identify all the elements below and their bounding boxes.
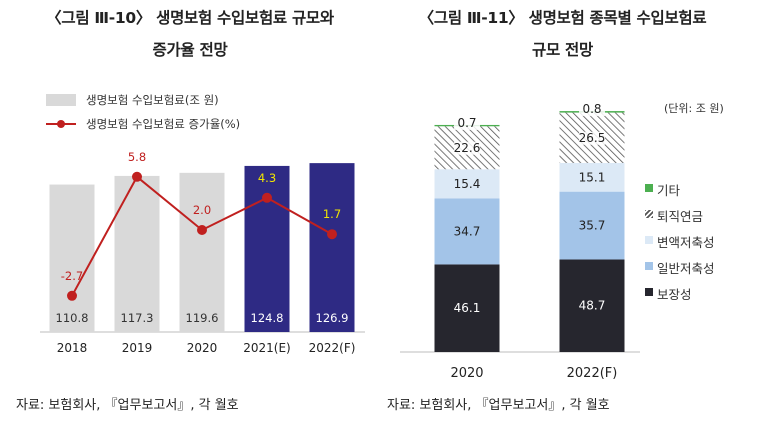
segment-보장성 <box>434 264 500 352</box>
bar-2019 <box>114 175 160 332</box>
growth-value-label: 5.8 <box>128 150 146 164</box>
legend-label: 변액저축성 <box>657 235 715 250</box>
left-legend: 생명보험 수입보험료(조 원) 생명보험 수입보험료 증가율(%) <box>46 88 346 138</box>
growth-value-label: 1.7 <box>323 207 341 221</box>
x-tick-label: 2018 <box>57 341 88 355</box>
right-chart-title-line2: 규모 전망 <box>532 41 593 59</box>
segment-value-label: 0.7 <box>457 116 476 130</box>
growth-value-label: 4.3 <box>258 171 276 185</box>
segment-보장성 <box>559 259 625 352</box>
segment-value-label: 26.5 <box>579 131 606 145</box>
legend-label: 보장성 <box>657 287 692 302</box>
growth-point <box>262 192 272 203</box>
x-tick-label: 2022(F) <box>567 366 618 381</box>
bar-2018 <box>49 184 95 332</box>
bar-value-label: 110.8 <box>56 311 89 325</box>
bar-value-label: 119.6 <box>186 311 219 325</box>
segment-value-label: 15.1 <box>579 170 606 184</box>
legend-swatch <box>645 262 653 270</box>
segment-value-label: 15.4 <box>454 177 481 191</box>
segment-value-label: 22.6 <box>454 141 481 155</box>
x-tick-label: 2022(F) <box>309 341 356 355</box>
legend-swatch <box>645 210 653 218</box>
segment-label-bg <box>579 103 605 117</box>
legend-swatch <box>645 184 653 192</box>
segment-label-bg <box>579 131 605 145</box>
legend-label: 일반저축성 <box>657 261 715 276</box>
growth-point <box>67 290 77 301</box>
growth-point <box>327 229 337 240</box>
segment-변액저축성 <box>559 162 625 192</box>
left-chart-title-line2: 증가율 전망 <box>152 41 228 59</box>
segment-value-label: 35.7 <box>579 219 606 233</box>
legend-line-label: 생명보험 수입보험료 증가율(%) <box>86 117 241 131</box>
growth-value-label: -2.7 <box>61 269 83 283</box>
unit-label: (단위: 조 원) <box>664 102 724 115</box>
x-tick-label: 2020 <box>187 341 218 355</box>
segment-value-label: 46.1 <box>454 301 481 315</box>
segment-변액저축성 <box>434 169 500 199</box>
right-chart-title-line1: 〈그림 Ⅲ-11〉 생명보험 종목별 수입보험료 <box>418 9 707 27</box>
bar-value-label: 124.8 <box>251 311 284 325</box>
legend-bar-swatch <box>46 94 76 106</box>
legend-line-swatch <box>46 118 76 130</box>
segment-value-label: 48.7 <box>579 299 606 313</box>
bar-2022(F) <box>309 163 355 332</box>
left-source: 자료: 보험회사, 『업무보고서』, 각 월호 <box>16 398 239 413</box>
right-source: 자료: 보험회사, 『업무보고서』, 각 월호 <box>387 398 610 413</box>
segment-일반저축성 <box>434 198 500 265</box>
x-tick-label: 2019 <box>122 341 153 355</box>
legend-label: 퇴직연금 <box>657 209 704 224</box>
x-tick-label: 2021(E) <box>243 341 290 355</box>
bar-value-label: 126.9 <box>316 311 349 325</box>
segment-label-bg <box>454 141 480 155</box>
segment-value-label: 0.8 <box>582 102 601 116</box>
x-tick-label: 2020 <box>450 366 483 381</box>
legend-swatch <box>645 288 653 296</box>
segment-label-bg <box>454 116 480 130</box>
growth-point <box>132 171 142 182</box>
bar-value-label: 117.3 <box>121 311 154 325</box>
legend-label: 기타 <box>657 183 681 198</box>
legend-swatch <box>645 236 653 244</box>
segment-일반저축성 <box>559 191 625 260</box>
left-chart-title-line1: 〈그림 Ⅲ-10〉 생명보험 수입보험료 규모와 <box>46 9 334 27</box>
growth-point <box>197 225 207 235</box>
segment-value-label: 34.7 <box>454 224 481 238</box>
growth-value-label: 2.0 <box>193 203 211 217</box>
bar-2020 <box>179 172 225 332</box>
legend-bar-label: 생명보험 수입보험료(조 원) <box>86 93 219 107</box>
